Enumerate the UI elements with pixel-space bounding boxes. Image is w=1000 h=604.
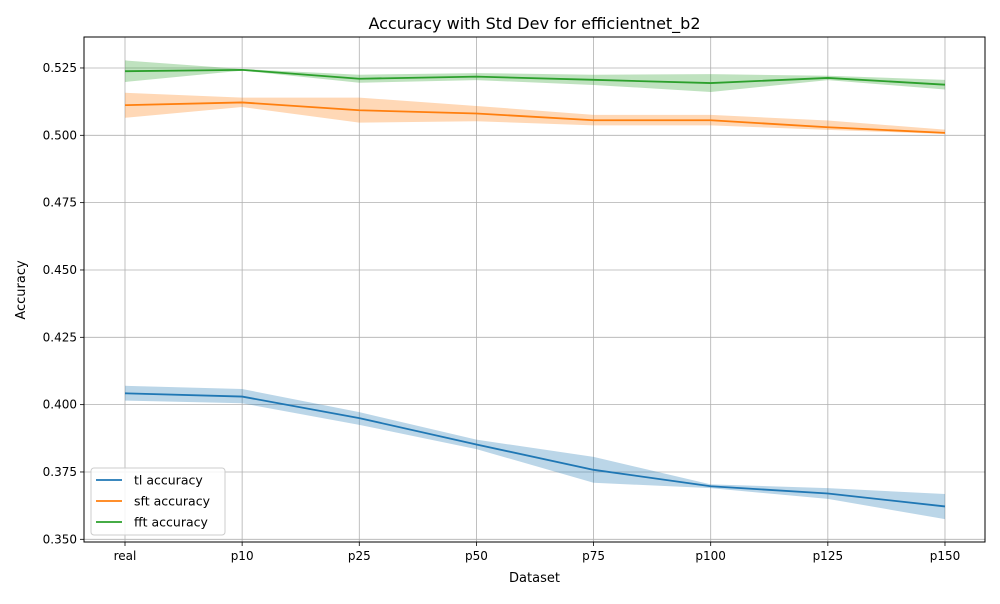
y-tick-label: 0.400 xyxy=(43,398,77,412)
y-tick-label: 0.375 xyxy=(43,465,77,479)
x-tick-label: p50 xyxy=(465,549,488,563)
legend-label: fft accuracy xyxy=(134,515,208,530)
series-lines xyxy=(124,68,946,508)
x-tick-label: p125 xyxy=(813,549,844,563)
series-line-2 xyxy=(124,101,946,134)
std-dev-band-1 xyxy=(125,385,945,520)
series-line-1 xyxy=(124,392,946,508)
x-tick-label: p100 xyxy=(695,549,726,563)
y-tick-label: 0.475 xyxy=(43,196,77,210)
x-tick-label: p150 xyxy=(930,549,961,563)
plot-frame xyxy=(83,36,986,543)
x-tick-label: p75 xyxy=(582,549,605,563)
legend: tl accuracy sft accuracy fft accuracy xyxy=(90,467,226,536)
series-line-3 xyxy=(124,68,946,86)
legend-box xyxy=(90,467,226,536)
x-tick-label: real xyxy=(114,549,137,563)
grid xyxy=(84,37,985,542)
legend-label: sft accuracy xyxy=(134,494,211,509)
y-tick-label: 0.525 xyxy=(43,61,77,75)
y-tick-label: 0.425 xyxy=(43,330,77,344)
x-tick-label: p10 xyxy=(231,549,254,563)
std-dev-band-2 xyxy=(125,92,945,134)
std-dev-band-3 xyxy=(125,60,945,92)
legend-label: tl accuracy xyxy=(134,473,203,488)
axis-ticks: real p10 p25 p50 p75 p100 p125 p150 0.350 0.375 0.… xyxy=(43,61,961,563)
std-dev-bands xyxy=(125,60,945,520)
chart-title: Accuracy with Std Dev for efficientnet_b… xyxy=(368,14,700,34)
y-axis-label: Accuracy xyxy=(14,260,29,320)
y-tick-label: 0.500 xyxy=(43,128,77,142)
y-tick-label: 0.450 xyxy=(43,263,77,277)
x-tick-label: p25 xyxy=(348,549,371,563)
y-tick-label: 0.350 xyxy=(43,532,77,546)
x-axis-label: Dataset xyxy=(509,571,560,586)
